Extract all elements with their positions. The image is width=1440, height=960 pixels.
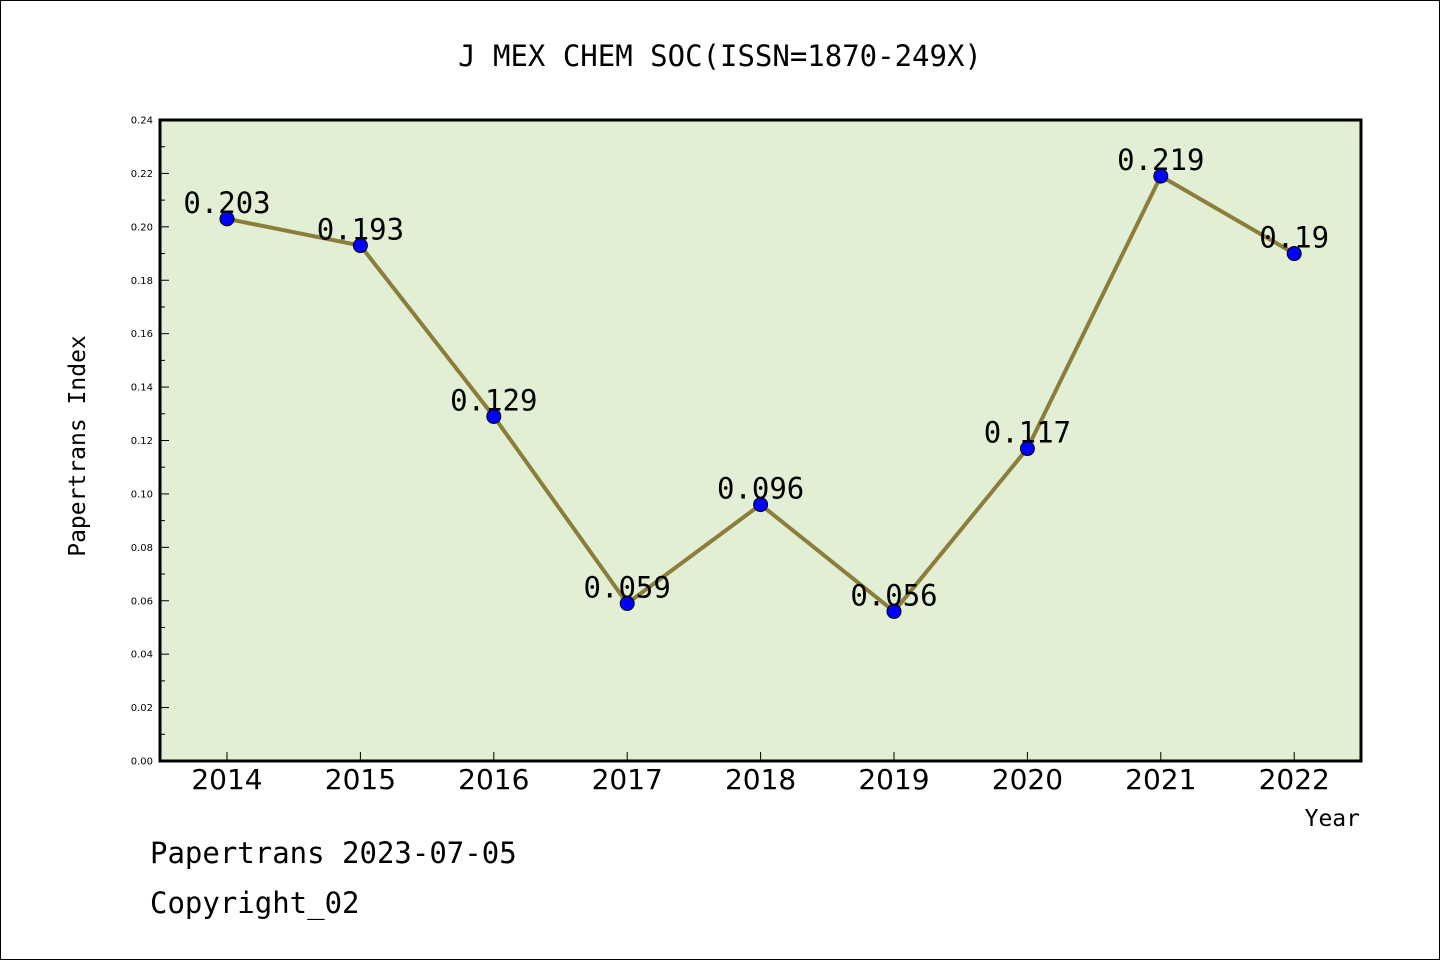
data-label: 0.129 <box>450 383 537 417</box>
data-label: 0.056 <box>850 578 937 612</box>
y-tick-label: 0.16 <box>131 329 153 340</box>
x-tick-label: 2019 <box>858 763 929 796</box>
y-tick-label: 0.24 <box>131 116 153 127</box>
data-point <box>219 211 235 227</box>
data-point <box>619 595 635 611</box>
y-tick-label: 0.08 <box>131 543 153 554</box>
plot-area <box>160 120 1361 761</box>
footer-date-text: Papertrans 2023-07-05 <box>150 836 517 870</box>
data-label: 0.117 <box>984 416 1071 450</box>
y-tick-label: 0.22 <box>131 169 153 180</box>
data-point <box>486 408 502 424</box>
data-label: 0.203 <box>183 186 270 220</box>
x-tick-label: 2016 <box>458 763 529 796</box>
data-label: 0.219 <box>1117 143 1204 177</box>
y-tick-label: 0.18 <box>131 276 153 287</box>
series-layer: 0.203 0.193 0.129 0.059 0.096 0.056 0.117 0.219… <box>183 143 1329 619</box>
plot-border <box>158 118 1363 763</box>
y-axis-label: Papertrans Index <box>65 335 91 557</box>
x-tick-label: 2014 <box>191 763 262 796</box>
y-axis-ticks: 0.00 0.02 0.04 0.06 0.08 0.10 0.12 0.14 0.16 0.18… <box>131 116 169 768</box>
y-tick-label: 0.04 <box>131 650 153 661</box>
footer-copyright-text: Copyright_02 <box>150 886 360 920</box>
x-tick-label: 2020 <box>992 763 1063 796</box>
data-point <box>1153 168 1169 184</box>
data-point <box>352 238 368 254</box>
y-tick-label: 0.20 <box>131 222 153 233</box>
data-label: 0.193 <box>317 213 404 247</box>
data-label: 0.059 <box>584 570 671 604</box>
data-point <box>886 603 902 619</box>
x-tick-label: 2018 <box>725 763 796 796</box>
y-tick-label: 0.00 <box>131 757 153 768</box>
data-label: 0.096 <box>717 472 804 506</box>
data-label: 0.19 <box>1259 221 1329 255</box>
x-tick-label: 2022 <box>1259 763 1330 796</box>
y-tick-label: 0.10 <box>131 489 153 500</box>
x-tick-label: 2015 <box>325 763 396 796</box>
x-tick-label: 2017 <box>592 763 663 796</box>
y-tick-label: 0.14 <box>131 383 153 394</box>
x-axis-ticks: 2014 2015 2016 2017 2018 2019 2020 2021 2022 <box>191 752 1330 796</box>
y-tick-label: 0.06 <box>131 596 153 607</box>
x-axis-label: Year <box>1305 806 1360 832</box>
data-point <box>1286 246 1302 262</box>
y-tick-label: 0.02 <box>131 703 153 714</box>
data-point <box>753 497 769 513</box>
y-tick-label: 0.12 <box>131 436 153 447</box>
data-point <box>1019 441 1035 457</box>
x-tick-label: 2021 <box>1125 763 1196 796</box>
chart-title: J MEX CHEM SOC(ISSN=1870-249X) <box>458 39 982 73</box>
